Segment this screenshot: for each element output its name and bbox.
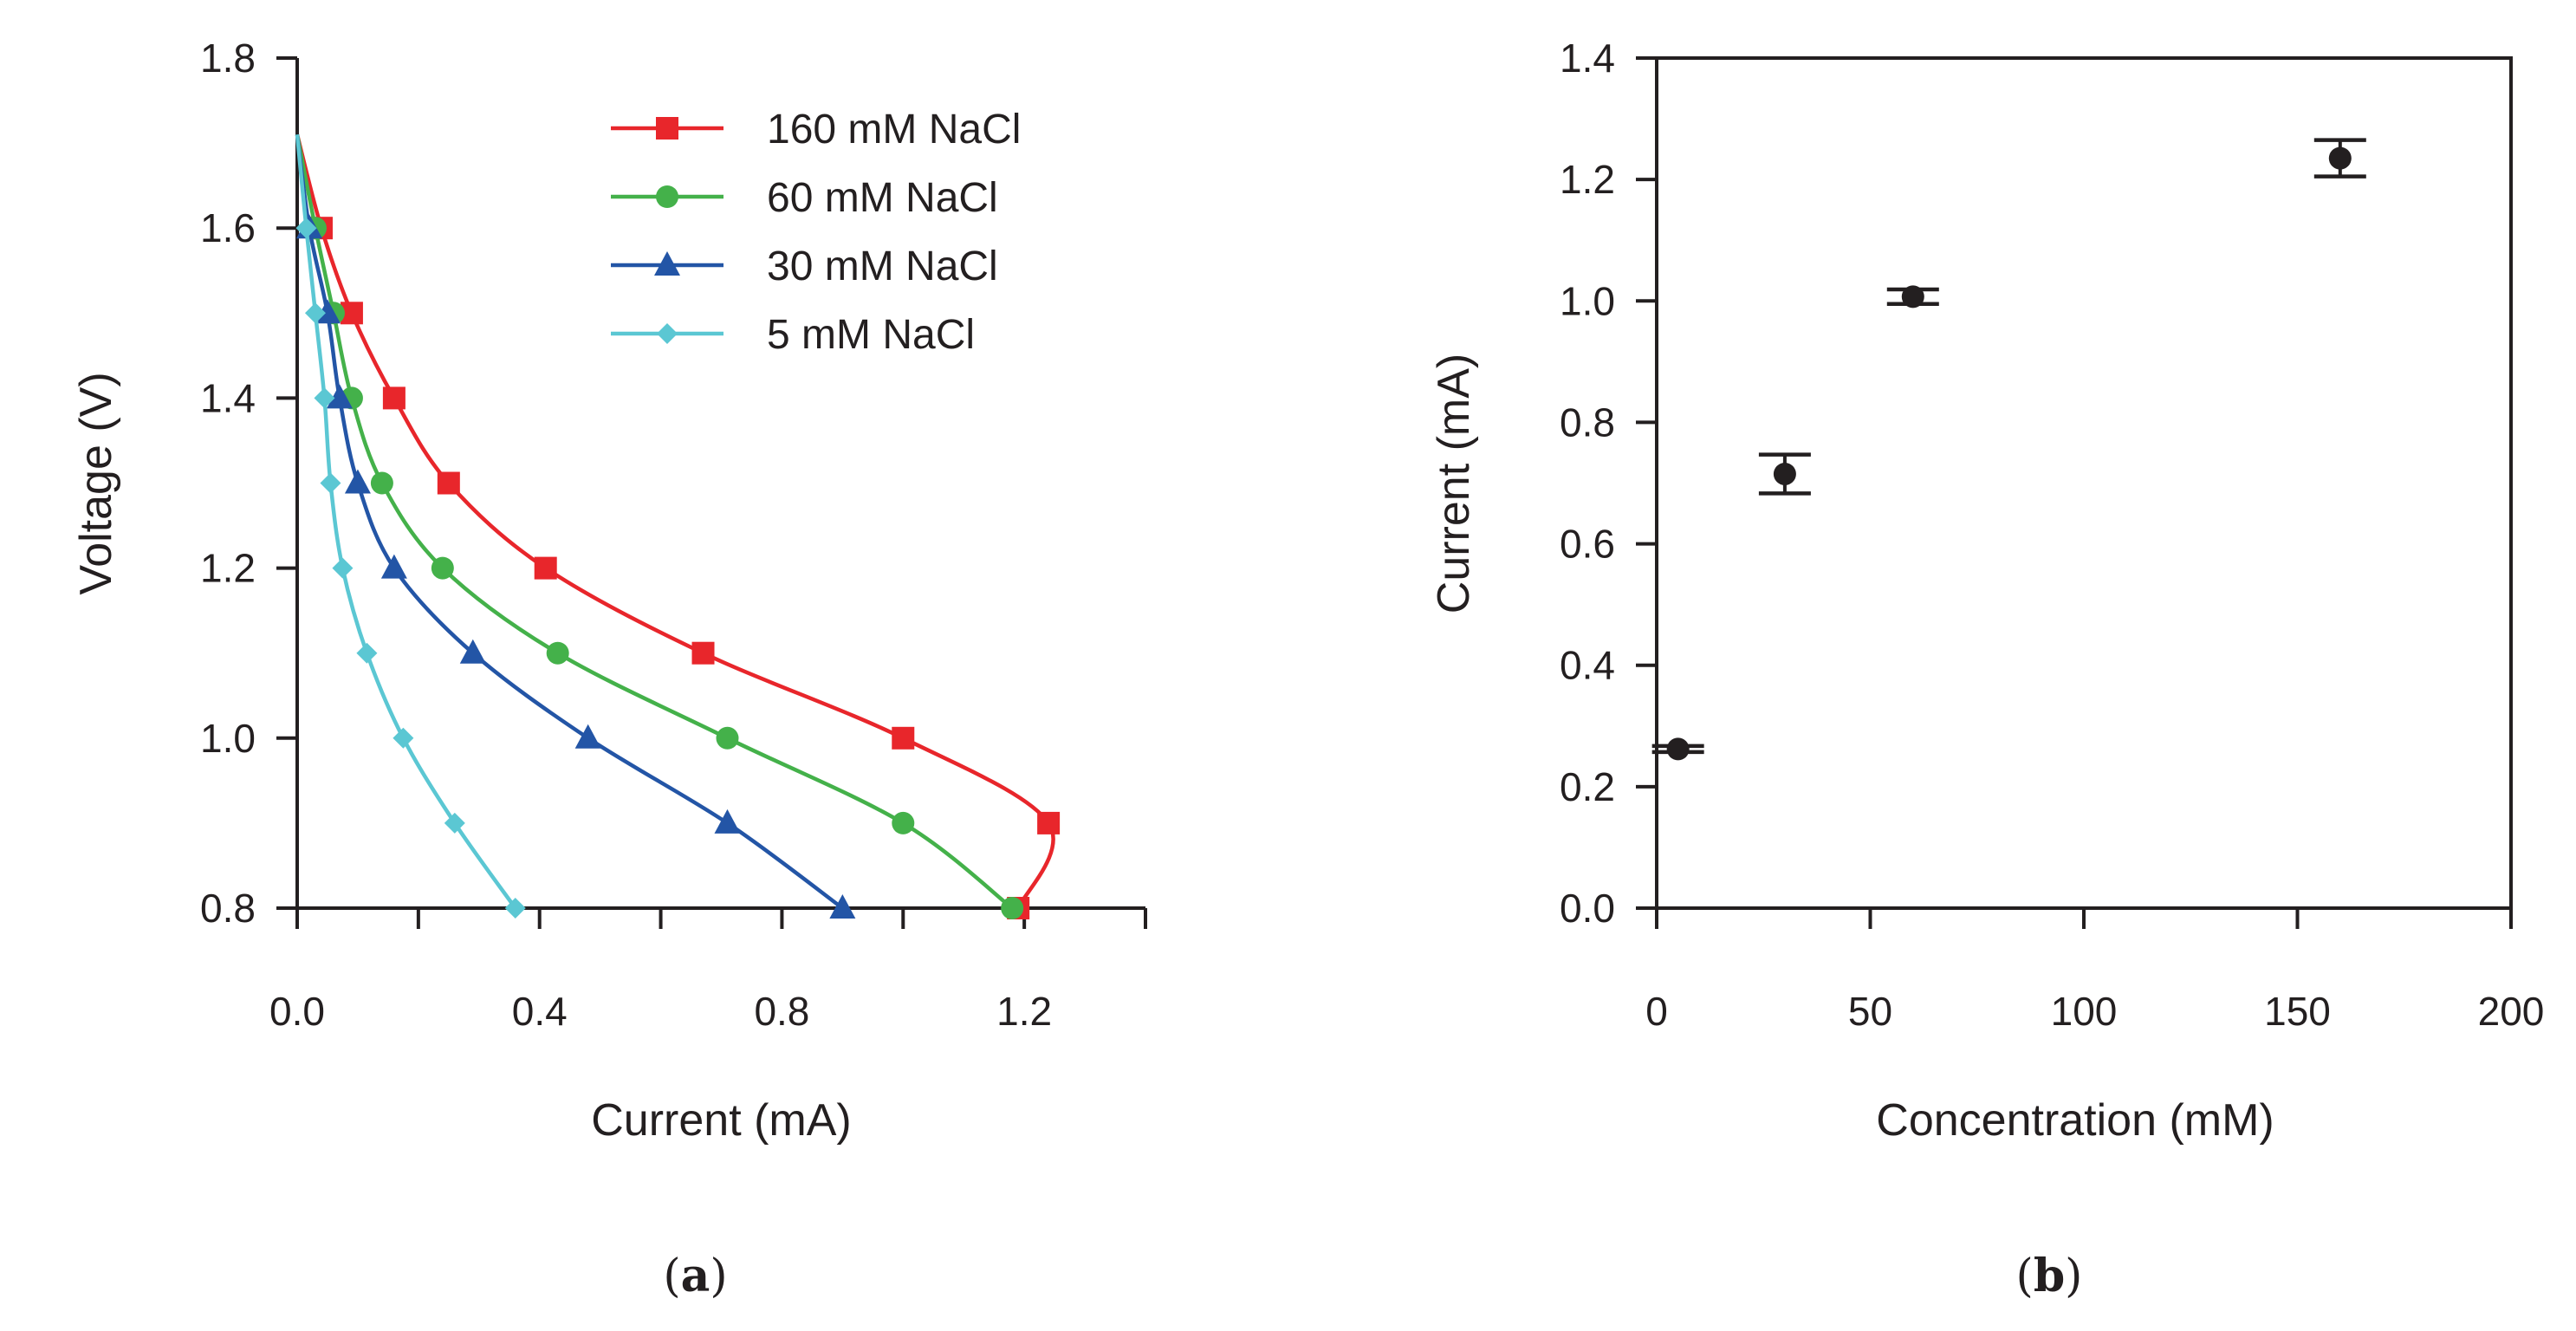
y-tick-label: 0.6: [1560, 522, 1615, 567]
data-point: [459, 639, 486, 664]
legend-marker: [656, 117, 678, 140]
data-point: [504, 898, 526, 919]
x-tick-label: 200: [2478, 989, 2545, 1034]
x-tick-label: 0.4: [512, 989, 568, 1034]
data-point: [691, 641, 715, 665]
data-point: [326, 384, 353, 409]
data-point: [437, 471, 460, 495]
panel-label-letter: a: [681, 1250, 711, 1302]
legend-label: 160 mM NaCl: [767, 107, 1021, 153]
y-tick-label: 1.0: [200, 716, 256, 761]
x-tick-label: 0.8: [754, 989, 809, 1034]
data-point: [295, 218, 317, 239]
x-tick-label: 0.0: [269, 989, 325, 1034]
panel-label-paren: (: [2016, 1250, 2034, 1302]
data-point: [1773, 462, 1796, 485]
x-tick-label: 50: [1848, 989, 1892, 1034]
panel-label-letter: b: [2034, 1250, 2065, 1302]
data-point: [534, 556, 557, 580]
y-tick-label: 0.0: [1560, 886, 1615, 931]
panel-label-paren: (: [663, 1250, 680, 1302]
data-point: [892, 726, 915, 750]
legend-marker: [657, 323, 678, 344]
y-tick-label: 0.2: [1560, 764, 1615, 809]
data-point: [304, 302, 326, 324]
data-point: [356, 642, 378, 664]
chart-panel-a: 0.0 0.4 0.8 1.2 0.8 1.0 1.2 1.4 1.6 1.8 Current (m…: [71, 36, 1147, 1302]
x-axis-title: Concentration (mM): [1876, 1095, 2274, 1146]
y-axis-title: Current (mA): [1429, 354, 1479, 614]
chart-panel-b: 0 50 100 150 200 0.0 0.2 0.4 0.6 0.8 1.0 1.2 1.4 Conc…: [1429, 36, 2544, 1302]
x-tick-label: 1.2: [996, 989, 1052, 1034]
x-axis-title: Current (mA): [591, 1095, 851, 1146]
legend-marker: [654, 251, 680, 276]
y-tick-label: 1.4: [200, 375, 256, 420]
data-point: [370, 471, 393, 495]
y-tick-label: 0.4: [1560, 643, 1615, 688]
panel-label-a: (a): [663, 1250, 727, 1302]
series-line: [295, 134, 517, 910]
panel-label-paren: ): [2065, 1250, 2082, 1302]
data-point: [332, 557, 354, 579]
data-point: [382, 386, 406, 410]
y-tick-label: 0.8: [200, 886, 256, 931]
data-point: [314, 387, 335, 409]
x-tick-label: 150: [2264, 989, 2331, 1034]
series-line: [295, 134, 844, 910]
data-point: [380, 554, 407, 579]
y-tick-label: 0.8: [1560, 399, 1615, 445]
panel-label-b: (b): [2016, 1250, 2083, 1302]
y-tick-label: 1.4: [1560, 36, 1615, 81]
data-point: [1666, 737, 1690, 761]
x-tick-label: 100: [2051, 989, 2118, 1034]
data-point: [344, 469, 371, 494]
legend-label: 5 mM NaCl: [767, 312, 975, 358]
data-point: [892, 811, 915, 834]
y-tick-label: 1.6: [200, 205, 256, 250]
panel-label-paren: ): [710, 1250, 727, 1302]
data-point: [546, 641, 569, 665]
data-point: [1001, 897, 1024, 919]
data-point: [1037, 811, 1061, 834]
y-axis-title: Voltage (V): [71, 372, 121, 594]
legend-label: 60 mM NaCl: [767, 175, 998, 221]
data-point: [714, 808, 741, 834]
data-point: [1901, 285, 1924, 308]
x-tick-label: 0: [1645, 989, 1668, 1034]
y-tick-label: 1.0: [1560, 278, 1615, 323]
y-tick-label: 1.2: [1560, 157, 1615, 202]
data-point: [393, 727, 414, 749]
legend-label: 30 mM NaCl: [767, 243, 998, 289]
data-point: [320, 472, 341, 494]
data-point: [829, 894, 856, 919]
legend-marker: [656, 185, 678, 208]
y-tick-label: 1.2: [200, 546, 256, 591]
data-point: [716, 726, 739, 750]
data-point: [444, 812, 465, 834]
y-tick-label: 1.8: [200, 36, 256, 81]
data-point: [2328, 146, 2352, 170]
data-point: [574, 724, 601, 749]
data-point: [431, 556, 454, 580]
